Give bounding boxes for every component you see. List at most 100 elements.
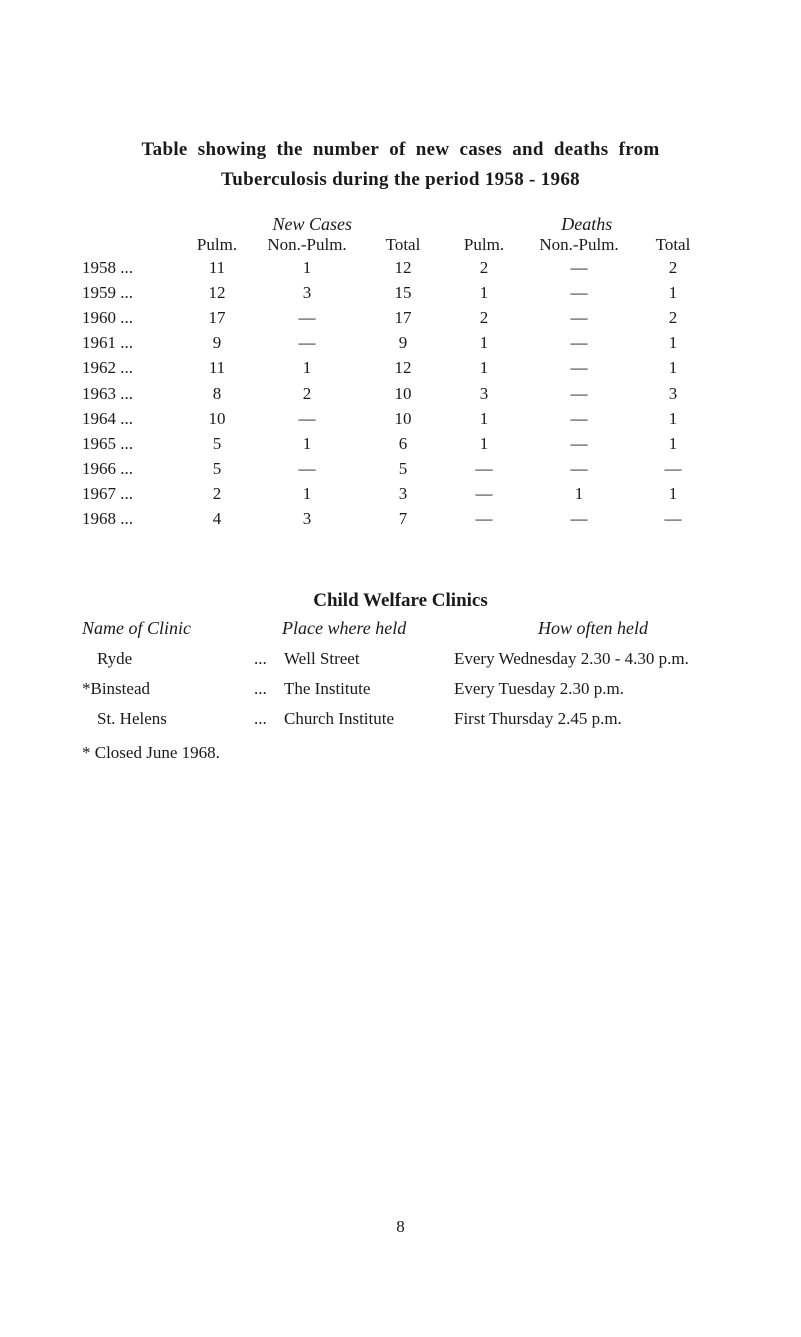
tb-total2-cell: 3 [634,381,712,406]
tb-nonpulm1-cell: 3 [252,280,362,305]
tb-nonpulm2-cell: — [524,381,634,406]
tb-nonpulm1-cell: 1 [252,481,362,506]
clinic-row: *Binstead...The InstituteEvery Tuesday 2… [82,679,719,699]
clinic-how-cell: Every Tuesday 2.30 p.m. [454,679,719,699]
clinics-header-place: Place where held [282,618,467,639]
table-row: 1959 ...123151—1 [82,280,719,305]
tb-pulm1-cell: 5 [182,431,252,456]
title-word: number [313,139,379,160]
table-row: 1965 ...5161—1 [82,431,719,456]
tb-pulm2-cell: 3 [444,381,524,406]
table-row: 1958 ...111122—2 [82,255,719,280]
clinic-place-cell: The Institute [284,679,454,699]
tb-nonpulm2-cell: — [524,255,634,280]
tb-nonpulm2-cell: — [524,330,634,355]
clinics-footnote: * Closed June 1968. [82,743,719,763]
tb-nonpulm1-cell: — [252,456,362,481]
tb-header-nonpulm2: Non.-Pulm. [524,235,634,255]
tb-column-header-row: Pulm. Non.-Pulm. Total Pulm. Non.-Pulm. … [82,235,719,255]
tb-pulm1-cell: 10 [182,406,252,431]
title-line1: Table showing the number of new cases an… [82,135,719,165]
clinic-row: Ryde...Well StreetEvery Wednesday 2.30 -… [82,649,719,669]
tb-total2-cell: 2 [634,255,712,280]
tb-pulm1-cell: 11 [182,355,252,380]
tb-header-pulm2: Pulm. [444,235,524,255]
tb-pulm1-cell: 11 [182,255,252,280]
tb-year-cell: 1968 ... [82,506,182,531]
tb-nonpulm1-cell: 1 [252,355,362,380]
tb-pulm1-cell: 9 [182,330,252,355]
clinic-name-cell: *Binstead [82,679,254,699]
tb-total2-cell: 1 [634,406,712,431]
tb-pulm2-cell: 1 [444,431,524,456]
clinic-place-cell: Church Institute [284,709,454,729]
tb-year-cell: 1963 ... [82,381,182,406]
title-word: and [512,139,544,160]
tb-nonpulm2-cell: — [524,406,634,431]
clinic-place-cell: Well Street [284,649,454,669]
title-word: new [416,139,450,160]
tb-nonpulm1-cell: 1 [252,255,362,280]
tb-pulm1-cell: 4 [182,506,252,531]
clinics-header-name: Name of Clinic [82,618,282,639]
tb-year-cell: 1961 ... [82,330,182,355]
tb-group-header-new: New Cases [180,214,445,235]
table-row: 1964 ...10—101—1 [82,406,719,431]
title-word: from [619,139,660,160]
tb-total2-cell: 1 [634,330,712,355]
tb-header-spacer [82,214,180,235]
table-row: 1968 ...437——— [82,506,719,531]
clinic-how-cell: Every Wednesday 2.30 - 4.30 p.m. [454,649,719,669]
title-word: of [389,139,405,160]
tb-total1-cell: 9 [362,330,444,355]
clinics-data-rows: Ryde...Well StreetEvery Wednesday 2.30 -… [82,649,719,729]
tb-total2-cell: 1 [634,280,712,305]
tb-year-cell: 1967 ... [82,481,182,506]
tb-total1-cell: 3 [362,481,444,506]
clinic-dots-cell: ... [254,679,284,699]
tb-pulm2-cell: — [444,456,524,481]
tb-nonpulm1-cell: — [252,330,362,355]
tb-pulm1-cell: 12 [182,280,252,305]
title-word: deaths [554,139,609,160]
tb-year-cell: 1962 ... [82,355,182,380]
tb-total1-cell: 17 [362,305,444,330]
tb-total1-cell: 15 [362,280,444,305]
table-row: 1961 ...9—91—1 [82,330,719,355]
tb-nonpulm2-cell: — [524,506,634,531]
tb-year-cell: 1958 ... [82,255,182,280]
tb-nonpulm1-cell: — [252,305,362,330]
tb-nonpulm2-cell: 1 [524,481,634,506]
tb-year-cell: 1966 ... [82,456,182,481]
clinics-header-row: Name of Clinic Place where held How ofte… [82,618,719,639]
tb-total1-cell: 12 [362,355,444,380]
title-word: showing [198,139,267,160]
tb-header-total2: Total [634,235,712,255]
table-row: 1963 ...82103—3 [82,381,719,406]
tb-nonpulm1-cell: 2 [252,381,362,406]
tb-total1-cell: 10 [362,381,444,406]
tb-header-pulm1: Pulm. [182,235,252,255]
tb-year-cell: 1959 ... [82,280,182,305]
clinic-dots-cell: ... [254,649,284,669]
tb-group-header-deaths: Deaths [454,214,719,235]
tb-nonpulm2-cell: — [524,431,634,456]
tb-total2-cell: 1 [634,481,712,506]
clinics-header-how: How often held [467,618,719,639]
tb-header-year [82,235,182,255]
table-row: 1967 ...213—11 [82,481,719,506]
tb-year-cell: 1960 ... [82,305,182,330]
tb-nonpulm2-cell: — [524,305,634,330]
tb-nonpulm2-cell: — [524,280,634,305]
title-word: the [277,139,303,160]
tb-total1-cell: 7 [362,506,444,531]
tb-table: New Cases Deaths Pulm. Non.-Pulm. Total … [82,214,719,532]
tb-nonpulm1-cell: 1 [252,431,362,456]
tb-total1-cell: 10 [362,406,444,431]
title-word: cases [459,139,502,160]
tb-total1-cell: 5 [362,456,444,481]
clinic-dots-cell: ... [254,709,284,729]
tb-pulm2-cell: 2 [444,255,524,280]
title-word: 1958 - 1968 [485,169,580,190]
tb-pulm2-cell: 1 [444,280,524,305]
